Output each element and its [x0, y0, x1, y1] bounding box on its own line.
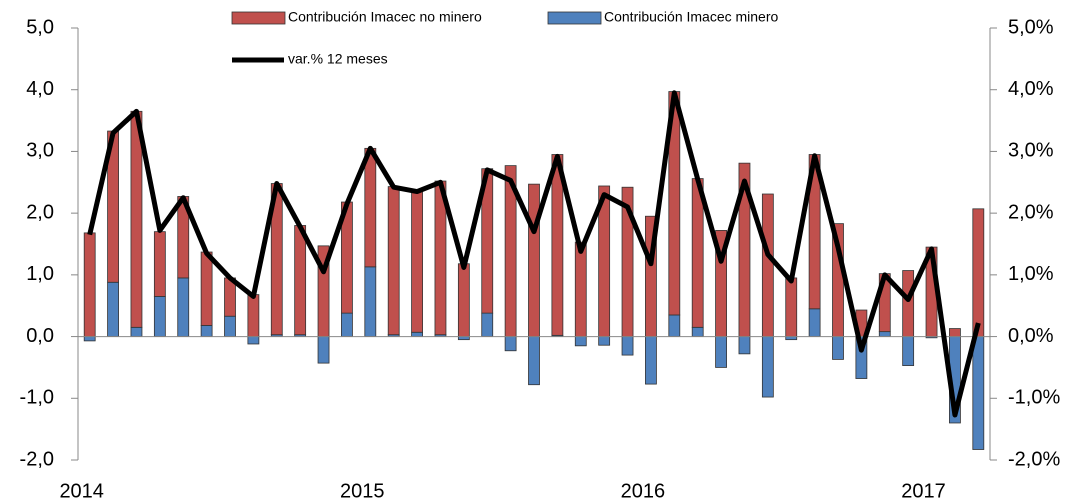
bar: [224, 315, 236, 337]
bar: [364, 266, 377, 337]
bar: [247, 294, 260, 337]
bar: [574, 241, 587, 337]
legend-label: Contribución Imacec minero: [604, 9, 779, 25]
bar: [574, 336, 587, 347]
legend-swatch: [231, 11, 286, 25]
bar: [387, 186, 400, 336]
legend-label: Contribución Imacec no minero: [288, 9, 482, 25]
bar: [528, 183, 540, 337]
bar: [364, 147, 377, 268]
bar: [832, 336, 844, 360]
bar: [411, 191, 423, 333]
bar: [83, 232, 96, 337]
bar: [691, 326, 704, 337]
bar: [738, 336, 751, 355]
bar: [294, 225, 307, 336]
y2-tick-label: 3,0%: [1008, 140, 1054, 162]
y2-tick-label: 4,0%: [1008, 78, 1054, 100]
x-tick-label: 2017: [901, 480, 946, 502]
bar: [200, 251, 213, 326]
y-tick-label: 5,0: [26, 16, 54, 38]
y2-tick-label: -1,0%: [1008, 387, 1060, 409]
bar: [785, 277, 798, 337]
bar: [949, 328, 961, 337]
bar: [481, 312, 494, 337]
legend-label: var.% 12 meses: [288, 51, 388, 67]
x-tick-label: 2016: [621, 480, 666, 502]
bar: [83, 336, 96, 342]
bar: [715, 336, 727, 368]
y-tick-label: -2,0: [20, 448, 54, 470]
bar: [621, 336, 634, 356]
x-tick-label: 2014: [59, 480, 104, 502]
y-tick-label: 3,0: [26, 140, 54, 162]
bar: [341, 312, 353, 337]
bar: [598, 336, 611, 346]
bar: [761, 193, 774, 337]
x-tick-label: 2015: [340, 480, 385, 502]
y-tick-label: 4,0: [26, 78, 54, 100]
bar: [528, 336, 540, 386]
bar: [247, 336, 260, 345]
bar: [902, 270, 915, 337]
y2-tick-label: 0,0%: [1008, 325, 1054, 347]
bar: [107, 281, 119, 337]
bar: [153, 231, 166, 297]
y2-tick-label: -2,0%: [1008, 448, 1060, 470]
bar: [972, 336, 985, 450]
y-tick-label: -1,0: [20, 387, 54, 409]
bar: [761, 336, 774, 398]
bar: [317, 336, 330, 364]
bar: [972, 208, 985, 337]
bar: [411, 331, 423, 337]
y2-tick-label: 1,0%: [1008, 263, 1054, 285]
y-tick-label: 2,0: [26, 201, 54, 223]
bar: [668, 314, 681, 337]
bar: [177, 277, 190, 337]
bar: [200, 325, 213, 337]
line: [87, 90, 981, 418]
bar: [902, 336, 915, 366]
legend-swatch: [547, 11, 602, 25]
bar: [153, 296, 166, 337]
y2-tick-label: 5,0%: [1008, 16, 1054, 38]
y-tick-label: 0,0: [26, 325, 54, 347]
y2-tick-label: 2,0%: [1008, 201, 1054, 223]
bar: [878, 331, 891, 337]
y-tick-label: 1,0: [26, 263, 54, 285]
bar: [645, 336, 657, 385]
bar: [504, 336, 517, 352]
bar: [808, 308, 821, 337]
bar: [130, 326, 143, 337]
bar: [457, 263, 470, 337]
